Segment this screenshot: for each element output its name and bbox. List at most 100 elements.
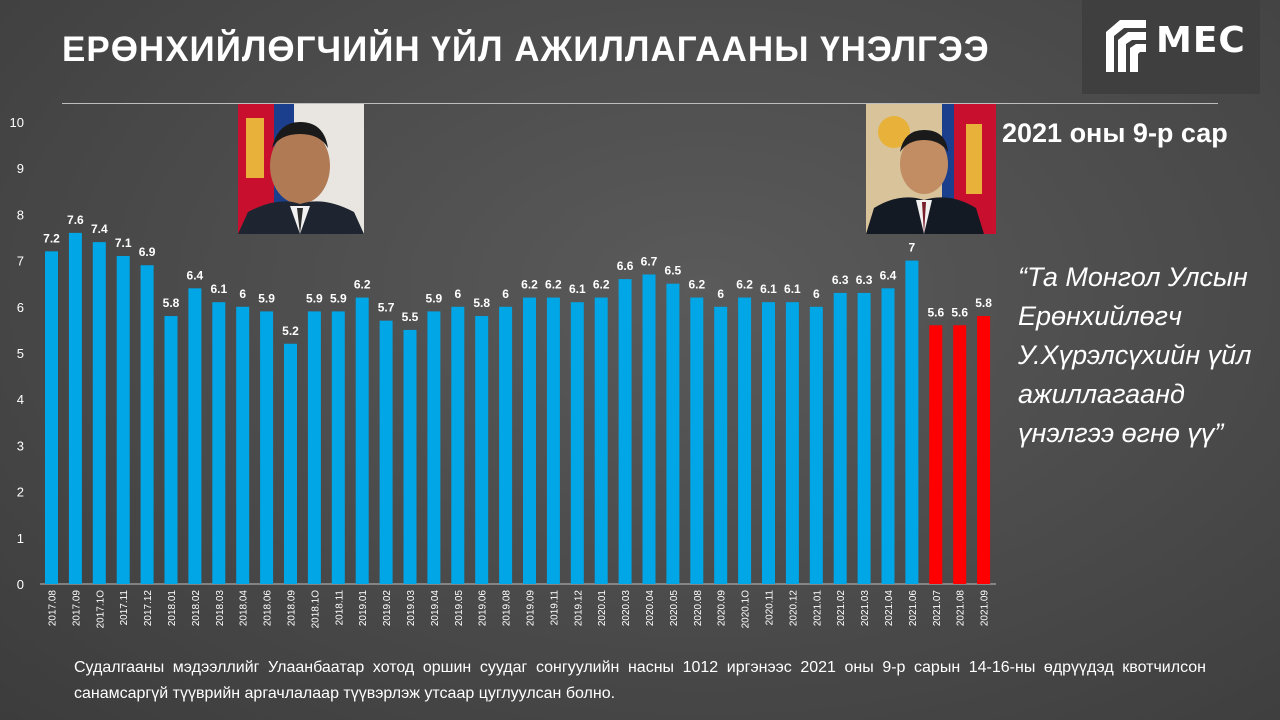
x-tick-label: 2018.09 — [287, 590, 298, 627]
bar — [690, 297, 704, 584]
y-tick-label: 7 — [17, 254, 24, 269]
x-tick-label: 2018.01 — [167, 590, 178, 627]
bar-value-label: 5.9 — [330, 291, 347, 305]
bar-value-label: 7.4 — [91, 222, 108, 236]
bar-value-label: 5.8 — [473, 296, 490, 310]
bar-value-label: 6.9 — [139, 245, 156, 259]
x-tick-label: 2019.02 — [382, 590, 393, 627]
logo-mark-icon — [1106, 20, 1146, 72]
bar — [379, 320, 393, 584]
x-tick-label: 2017.12 — [143, 590, 154, 627]
methodology-footnote: Судалгааны мэдээллийг Улаанбаатар хотод … — [74, 659, 1206, 702]
bar — [212, 302, 226, 584]
bar — [833, 292, 847, 584]
bar — [809, 306, 823, 584]
title-divider — [62, 103, 1218, 104]
x-tick-label: 2019.04 — [430, 590, 441, 627]
y-tick-label: 4 — [17, 392, 24, 407]
x-tick-label: 2020.04 — [645, 590, 656, 627]
bar-value-label: 5.2 — [282, 324, 299, 338]
x-tick-label: 2020.08 — [693, 590, 704, 627]
bar — [140, 265, 154, 584]
bar-value-label: 6.1 — [210, 282, 227, 296]
survey-period: 2021 оны 9-р сар — [1002, 118, 1228, 148]
x-tick-label: 2021.09 — [980, 590, 991, 627]
bar — [929, 325, 943, 584]
x-tick-label: 2021.07 — [932, 590, 943, 627]
bar-value-label: 6.2 — [354, 278, 371, 292]
bar-value-label: 5.7 — [378, 301, 395, 315]
survey-question: “Та Монгол Улсын Ерөнхийлөгч У.Хүрэлсүхи… — [1018, 262, 1252, 448]
x-tick-label: 2019.11 — [549, 590, 560, 626]
x-tick-label: 2017.11 — [119, 590, 130, 626]
bar — [977, 316, 991, 584]
x-tick-label: 2017.1O — [95, 590, 106, 629]
bar — [307, 311, 321, 584]
x-tick-label: 2018.02 — [191, 590, 202, 627]
bar — [116, 255, 130, 585]
bar — [642, 274, 656, 584]
bar — [164, 316, 178, 584]
bar-value-label: 7.1 — [115, 236, 132, 250]
x-tick-label: 2018.04 — [239, 590, 250, 627]
bar — [546, 297, 560, 584]
bar — [905, 260, 919, 584]
bar-value-label: 5.6 — [927, 305, 944, 319]
bar-value-label: 6 — [454, 287, 461, 301]
bar — [570, 302, 584, 584]
x-tick-label: 2019.05 — [454, 590, 465, 627]
x-tick-label: 2019.12 — [573, 590, 584, 627]
bar — [92, 242, 106, 584]
bar-value-label: 6.3 — [832, 273, 849, 287]
y-tick-label: 9 — [17, 161, 24, 176]
bar — [953, 325, 967, 584]
bar-value-label: 6.6 — [617, 259, 634, 273]
bar-value-label: 6 — [717, 287, 724, 301]
bar — [475, 316, 489, 584]
portrait-photo-left — [238, 104, 364, 234]
x-tick-label: 2020.1O — [741, 590, 752, 629]
y-tick-label: 2 — [17, 485, 24, 500]
bar-value-label: 6.7 — [641, 254, 658, 268]
bar — [666, 283, 680, 584]
logo-text: MEC — [1156, 20, 1246, 61]
bar — [451, 306, 465, 584]
bar-value-label: 5.9 — [306, 291, 323, 305]
y-tick-label: 0 — [17, 577, 24, 592]
x-tick-label: 2021.04 — [884, 590, 895, 627]
x-tick-label: 2018.1O — [310, 590, 321, 629]
bar — [45, 251, 58, 585]
bar — [881, 288, 895, 584]
bar-value-label: 5.6 — [951, 305, 968, 319]
bar-value-label: 6.2 — [545, 278, 562, 292]
bar — [68, 232, 82, 584]
bar-value-label: 6.2 — [688, 278, 705, 292]
bar-value-label: 5.9 — [426, 291, 443, 305]
bar — [403, 329, 417, 584]
bar-value-label: 6 — [239, 287, 246, 301]
x-tick-label: 2020.03 — [621, 590, 632, 627]
x-tick-label: 2019.03 — [406, 590, 417, 627]
x-tick-label: 2018.03 — [215, 590, 226, 627]
bar-value-label: 5.8 — [163, 296, 180, 310]
x-tick-label: 2018.06 — [263, 590, 274, 627]
bar-value-label: 5.8 — [975, 296, 992, 310]
x-tick-label: 2018.11 — [334, 590, 345, 626]
bar-value-label: 7.6 — [67, 213, 84, 227]
bar — [523, 297, 536, 584]
x-tick-label: 2020.11 — [765, 590, 776, 626]
x-tick-label: 2019.09 — [526, 590, 537, 627]
bar — [355, 297, 369, 584]
x-tick-label: 2019.06 — [478, 590, 489, 627]
x-tick-label: 2020.01 — [597, 590, 608, 627]
x-tick-label: 2019.08 — [502, 590, 513, 627]
bar-value-label: 6.2 — [736, 278, 753, 292]
bar-value-label: 6.4 — [187, 268, 204, 282]
bar — [762, 302, 775, 584]
bar — [714, 306, 728, 584]
bar — [738, 297, 752, 584]
x-tick-label: 2021.03 — [860, 590, 871, 627]
y-tick-label: 3 — [17, 438, 24, 453]
x-tick-label: 2021.06 — [908, 590, 919, 627]
portrait-photo-right — [866, 104, 996, 234]
